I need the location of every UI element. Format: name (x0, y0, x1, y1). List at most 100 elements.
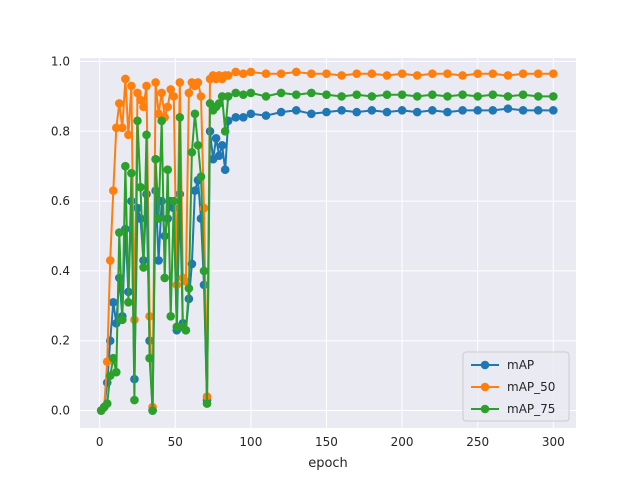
data-point-map (397, 106, 407, 115)
data-point-map (231, 113, 241, 122)
data-point-map (533, 106, 543, 115)
data-point-map-75 (175, 113, 185, 122)
data-point-map-75 (160, 273, 169, 283)
data-point-map-75 (121, 161, 130, 171)
data-point-map-75 (199, 266, 209, 276)
data-point-map-50 (412, 71, 422, 80)
data-point-map-75 (163, 165, 173, 174)
data-point-map-75 (217, 92, 227, 101)
data-point-map-75 (124, 298, 133, 307)
data-point-map-75 (181, 325, 191, 335)
data-point-map (412, 107, 422, 117)
data-point-map-75 (166, 312, 176, 321)
data-point-map-50 (157, 88, 166, 98)
series-group (96, 67, 558, 415)
data-point-map-75 (148, 406, 157, 415)
data-point-map (473, 106, 483, 115)
data-point-map-75 (367, 92, 377, 101)
data-point-map (428, 106, 437, 115)
legend-marker-map-75 (480, 404, 490, 414)
data-point-map (367, 106, 377, 115)
data-point-map-75 (127, 168, 136, 178)
data-point-map (352, 107, 362, 117)
data-point-map-75 (473, 92, 483, 101)
data-point-map-50 (458, 71, 467, 80)
x-tick-label: 150 (315, 435, 338, 449)
data-point-map-75 (111, 367, 121, 377)
data-point-map-75 (428, 90, 437, 99)
data-point-map (246, 109, 256, 119)
data-point-map-50 (307, 69, 316, 79)
data-point-map-50 (488, 69, 498, 79)
data-point-map-50 (261, 69, 271, 79)
data-point-map-50 (175, 78, 185, 87)
data-point-map (220, 165, 230, 174)
y-tick-label: 0.2 (51, 334, 70, 348)
data-point-map-50 (115, 99, 124, 108)
data-point-map-75 (352, 90, 362, 99)
data-point-map (322, 107, 331, 117)
data-point-map-50 (139, 102, 148, 112)
data-point-map (276, 107, 286, 117)
data-point-map-50 (121, 74, 130, 84)
legend-box (462, 351, 570, 422)
y-tick-label: 0.8 (51, 124, 70, 138)
data-point-map-50 (382, 71, 392, 80)
data-point-map-75 (157, 116, 166, 126)
data-point-map-50 (151, 78, 160, 87)
data-point-map-50 (397, 69, 407, 79)
data-point-map-75 (239, 90, 248, 99)
data-point-map-75 (214, 99, 224, 108)
data-point-map-50 (196, 92, 206, 101)
data-point-map-75 (533, 92, 543, 101)
data-point-map-75 (151, 154, 160, 164)
data-point-map (443, 107, 452, 117)
data-point-map-75 (184, 284, 194, 293)
data-point-map (503, 104, 513, 113)
data-point-map-50 (124, 130, 133, 140)
data-point-map-50 (166, 85, 176, 94)
data-point-map-50 (118, 123, 127, 133)
data-point-map-75 (503, 92, 513, 101)
data-point-map-75 (193, 140, 203, 150)
data-point-map-75 (136, 182, 145, 192)
legend: mAP mAP_50 mAP_75 (462, 351, 570, 422)
data-point-map-50 (142, 81, 151, 91)
data-point-map-50 (108, 186, 118, 195)
data-point-map-50 (184, 88, 194, 98)
data-point-map-50 (163, 102, 173, 112)
data-point-map-75 (382, 90, 392, 99)
data-point-map-75 (488, 90, 498, 99)
data-point-map-50 (291, 67, 301, 77)
data-point-map-75 (220, 127, 230, 136)
data-point-map-50 (443, 69, 452, 79)
legend-label-map: mAP (507, 358, 534, 372)
data-point-map-75 (172, 322, 182, 332)
legend-label-map-50: mAP_50 (507, 380, 555, 394)
data-point-map-75 (102, 399, 112, 408)
data-point-map-75 (118, 315, 127, 325)
data-point-map (136, 214, 145, 223)
data-point-map-50 (549, 69, 558, 79)
y-tick-label: 0.0 (51, 404, 70, 418)
data-point-map (549, 106, 558, 115)
data-point-map-75 (276, 88, 286, 98)
legend-label-map-75: mAP_75 (507, 402, 555, 416)
x-tick-label: 200 (391, 435, 414, 449)
data-point-map-50 (503, 71, 513, 80)
data-point-map-50 (518, 69, 528, 79)
data-point-map-75 (458, 90, 467, 99)
data-point-map-50 (136, 95, 145, 105)
data-point-map (175, 189, 185, 199)
data-point-map (458, 106, 467, 115)
data-point-map (261, 111, 271, 120)
data-point-map-75 (115, 228, 124, 237)
data-point-map (154, 256, 163, 265)
data-point-map-75 (307, 88, 316, 98)
x-tick-label: 100 (239, 435, 262, 449)
data-point-map (108, 298, 118, 307)
data-point-map-75 (337, 92, 346, 101)
data-point-map-75 (169, 196, 179, 206)
data-point-map-75 (154, 214, 163, 223)
